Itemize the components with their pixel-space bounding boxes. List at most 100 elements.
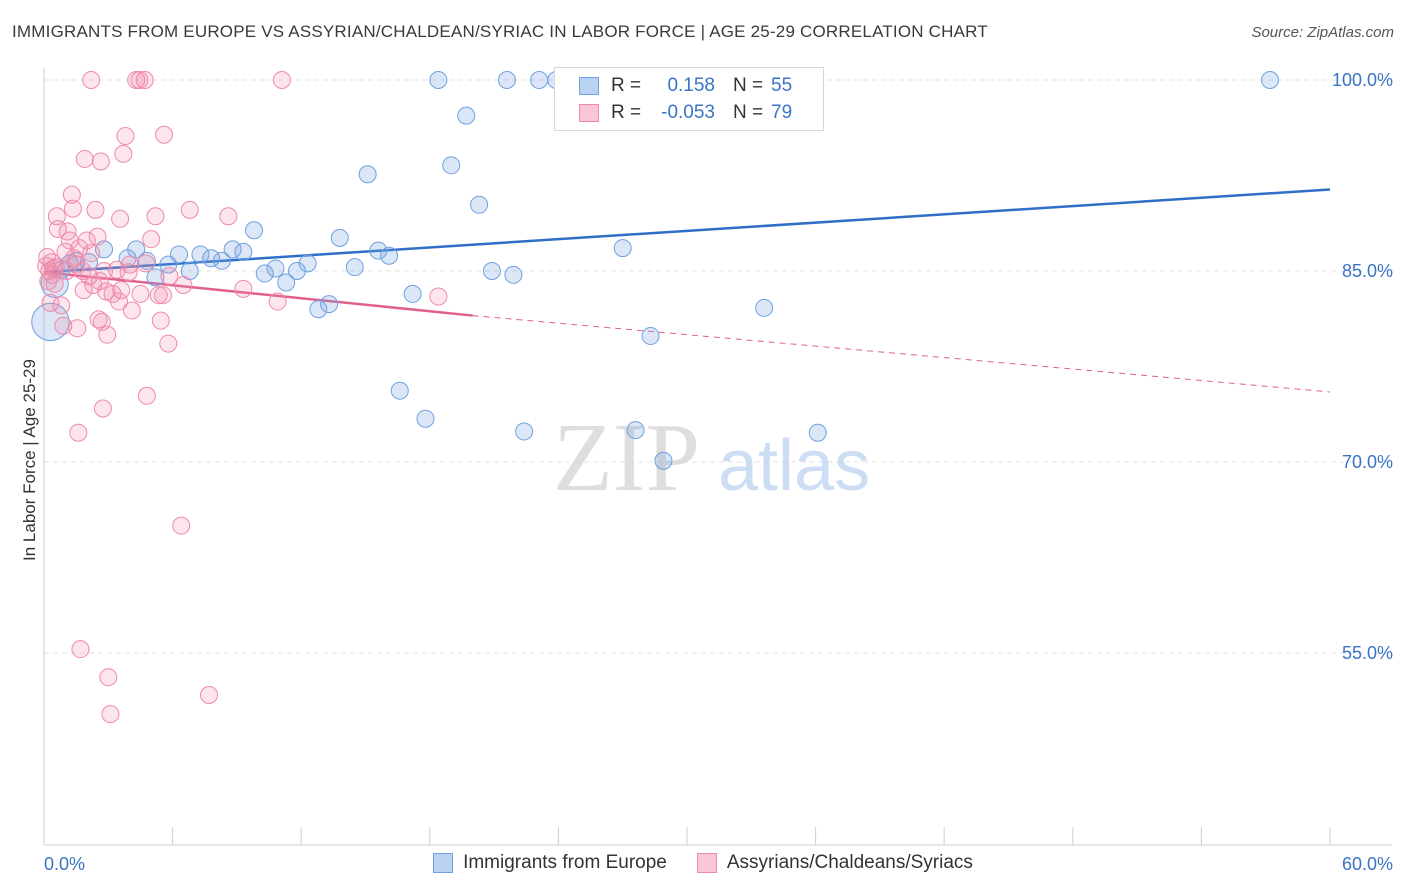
europe-point [654, 451, 673, 470]
europe-point [277, 273, 296, 292]
europe-point [457, 106, 476, 125]
europe-point [755, 298, 774, 317]
europe-point [212, 251, 231, 270]
europe-legend-swatch [433, 853, 454, 873]
stats-legend: R = 0.158 N = 55 R = -0.053 N = 79 [554, 67, 824, 131]
europe-point [808, 423, 827, 442]
assyrian-point [75, 149, 94, 168]
assyrian-point [180, 200, 199, 219]
europe-point [470, 195, 489, 214]
r-value: -0.053 [661, 102, 715, 123]
assyrian-point [86, 200, 105, 219]
assyrian-point [88, 227, 107, 246]
assyrian-point [159, 334, 178, 353]
europe-point [234, 242, 253, 261]
assyrian-point [200, 686, 219, 705]
europe-point [416, 409, 435, 428]
assyrian-point [155, 125, 174, 144]
europe-trendline [43, 188, 1331, 274]
europe-point [320, 295, 339, 314]
europe-point [380, 246, 399, 265]
assyrian-point [135, 71, 154, 89]
assyrian-point [82, 244, 101, 263]
assyrian-point [429, 287, 448, 306]
legend-label-europe: Immigrants from Europe [463, 852, 667, 873]
axes [43, 68, 1392, 846]
europe-point [641, 326, 660, 345]
assyrian-point [98, 325, 117, 344]
y-tick-label: 55.0% [1342, 643, 1393, 663]
n-label: N = [733, 102, 764, 123]
r-label: R = [611, 102, 642, 123]
assyrian-point [172, 516, 191, 535]
assyrian-point [146, 207, 165, 226]
assyrian-point [122, 301, 141, 320]
europe-point [330, 228, 349, 247]
assyrian-point [219, 207, 238, 226]
europe-point [504, 265, 523, 284]
legend-item-europe: Immigrants from Europe [433, 852, 667, 874]
assyrian-point [71, 640, 90, 659]
assyrian-point [160, 267, 179, 286]
assyrian-point [114, 144, 133, 163]
europe-swatch [579, 77, 599, 95]
europe-point [191, 245, 210, 264]
watermark-zip: ZIP [553, 404, 700, 512]
y-axis-label: In Labor Force | Age 25-29 [20, 359, 39, 561]
assyrian-point [62, 185, 81, 204]
assyrian-point [137, 386, 156, 405]
europe-point [482, 262, 501, 280]
assyrian-point [174, 276, 193, 295]
r-label: R = [611, 75, 642, 96]
assyrian-point [68, 319, 87, 338]
n-value: 55 [771, 75, 793, 96]
assyrian-point [69, 423, 88, 442]
europe-point [515, 422, 534, 441]
n-value: 79 [771, 102, 793, 123]
assyrian-point [63, 199, 82, 218]
assyrian-point [120, 255, 139, 274]
assyrian-point [111, 209, 130, 228]
assyrian-point [46, 258, 65, 277]
europe-point [223, 240, 242, 259]
y-tick-label: 85.0% [1342, 261, 1393, 281]
x-tick-label: 0.0% [44, 854, 85, 874]
assyrian-point [91, 152, 110, 171]
assyrian-point [116, 127, 135, 146]
assyrian-point [130, 71, 149, 89]
assyrian-point [131, 284, 150, 303]
europe-point [202, 249, 221, 268]
series-legend: Immigrants from Europe Assyrians/Chaldea… [0, 852, 1406, 874]
assyrian-point [272, 71, 291, 89]
watermark-atlas: atlas [718, 426, 870, 506]
assyrian-point [136, 254, 155, 273]
assyrian-point [153, 286, 172, 305]
legend-label-assyrian: Assyrians/Chaldeans/Syriacs [726, 852, 973, 873]
europe-point [298, 254, 317, 273]
europe-point [266, 259, 285, 278]
europe-point [530, 71, 549, 89]
data-points [31, 71, 1279, 724]
assyrian-swatch [579, 104, 599, 122]
assyrian-point [58, 222, 77, 241]
assyrian-point [47, 207, 66, 226]
chart-title: IMMIGRANTS FROM EUROPE VS ASSYRIAN/CHALD… [12, 22, 988, 41]
assyrian-point [101, 705, 120, 724]
stats-row-europe: R = 0.158 N = 55 [579, 74, 792, 98]
assyrian-point [268, 292, 287, 311]
assyrian-trendline [472, 315, 1331, 393]
assyrian-point [234, 279, 253, 298]
assyrian-point [52, 296, 71, 315]
europe-point [429, 71, 448, 89]
europe-point [626, 421, 645, 440]
assyrian-point [89, 310, 108, 329]
trend-lines [43, 188, 1331, 393]
europe-point [1260, 71, 1279, 89]
assyrian-point [99, 668, 118, 687]
assyrian-point [103, 284, 122, 303]
tick-labels: 55.0% 70.0% 85.0% 100.0% 0.0% 60.0% [44, 70, 1393, 874]
assyrian-point [93, 399, 112, 418]
europe-point [345, 258, 364, 277]
assyrian-point [110, 292, 129, 311]
